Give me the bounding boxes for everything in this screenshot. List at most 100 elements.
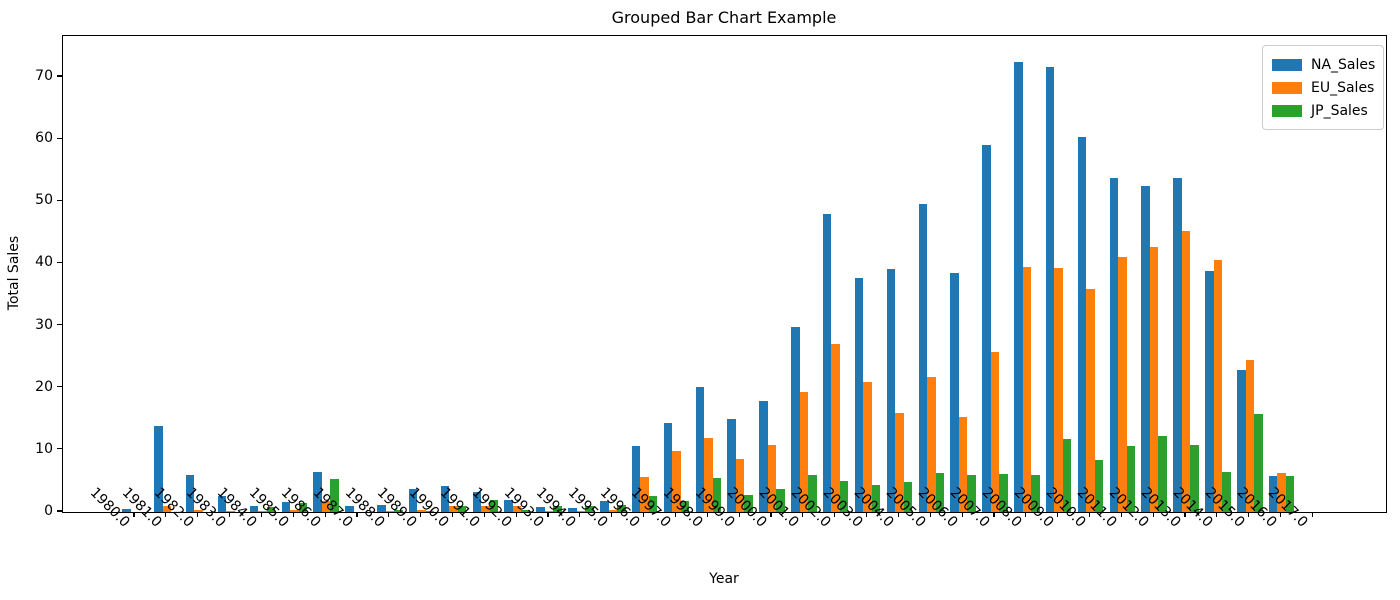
bar-1981.0-EU_Sales: [162, 506, 172, 512]
y-tick-label: 0: [44, 503, 53, 519]
bar-2012.0-JP_Sales: [1158, 435, 1167, 512]
legend-label: NA_Sales: [1311, 56, 1376, 73]
y-tick-mark: [57, 137, 62, 139]
legend-label: EU_Sales: [1311, 79, 1375, 96]
bar-1981.0-NA_Sales: [154, 425, 163, 512]
bar-1990.0-JP_Sales: [457, 506, 467, 512]
bar-1989.0-EU_Sales: [417, 509, 426, 512]
bar-1990.0-EU_Sales: [449, 506, 458, 512]
bar-1996.0-EU_Sales: [640, 476, 649, 512]
bar-1986.0-NA_Sales: [313, 472, 322, 512]
x-tick-mark: [706, 512, 708, 517]
bar-2006.0-JP_Sales: [967, 474, 976, 512]
bar-2001.0-EU_Sales: [799, 392, 809, 512]
bar-2007.0-EU_Sales: [990, 351, 1000, 512]
bar-1999.0-EU_Sales: [735, 458, 745, 512]
bar-2011.0-NA_Sales: [1109, 177, 1119, 512]
y-tick-mark: [57, 75, 62, 77]
x-tick-mark: [324, 512, 326, 517]
y-tick-mark: [57, 261, 62, 263]
bar-2013.0-JP_Sales: [1190, 444, 1199, 512]
plot-area: [62, 35, 1387, 513]
bar-2002.0-NA_Sales: [822, 214, 832, 512]
bar-2001.0-JP_Sales: [808, 474, 817, 512]
x-tick-mark: [420, 512, 422, 517]
x-tick-mark: [993, 512, 995, 517]
legend-item-na-sales: NA_Sales: [1272, 53, 1376, 76]
bar-1994.0-NA_Sales: [568, 508, 577, 512]
bar-2007.0-JP_Sales: [999, 474, 1008, 512]
bar-1993.0-JP_Sales: [553, 506, 562, 512]
x-tick-mark: [483, 512, 485, 517]
bar-2009.0-JP_Sales: [1062, 438, 1072, 512]
bar-1999.0-NA_Sales: [727, 419, 736, 512]
bar-2002.0-EU_Sales: [831, 344, 840, 512]
bar-2006.0-EU_Sales: [958, 416, 968, 512]
bar-2014.0-JP_Sales: [1222, 471, 1231, 512]
x-tick-mark: [611, 512, 613, 517]
bar-2011.0-EU_Sales: [1118, 256, 1127, 512]
bar-1992.0-EU_Sales: [512, 505, 522, 512]
bar-2015.0-EU_Sales: [1245, 359, 1254, 512]
bar-1999.0-JP_Sales: [744, 494, 753, 512]
bar-1984.0-NA_Sales: [249, 506, 259, 512]
x-tick-mark: [515, 512, 517, 517]
x-tick-mark: [1280, 512, 1282, 517]
y-tick-label: 70: [35, 68, 53, 84]
legend-label: JP_Sales: [1311, 102, 1368, 119]
bar-1994.0-JP_Sales: [585, 506, 594, 512]
bar-2012.0-EU_Sales: [1149, 246, 1159, 512]
bar-1990.0-NA_Sales: [440, 485, 450, 512]
x-tick-mark: [388, 512, 390, 517]
x-tick-mark: [834, 512, 836, 517]
bar-2005.0-JP_Sales: [935, 472, 944, 512]
bar-2016.0-NA_Sales: [1268, 475, 1278, 512]
bar-2003.0-JP_Sales: [871, 485, 881, 512]
bar-2015.0-JP_Sales: [1254, 413, 1263, 512]
bar-1998.0-JP_Sales: [712, 477, 722, 512]
bar-1991.0-NA_Sales: [472, 491, 482, 512]
x-tick-mark: [802, 512, 804, 517]
legend-item-jp-sales: JP_Sales: [1272, 99, 1373, 122]
x-tick-mark: [1120, 512, 1122, 517]
bar-2008.0-JP_Sales: [1031, 474, 1040, 512]
bar-2006.0-NA_Sales: [950, 273, 959, 512]
bar-2013.0-EU_Sales: [1181, 230, 1191, 512]
x-tick-mark: [1216, 512, 1218, 517]
bar-2004.0-NA_Sales: [886, 269, 896, 512]
bar-1985.0-NA_Sales: [281, 502, 290, 512]
bar-1996.0-NA_Sales: [631, 446, 641, 512]
bar-2010.0-JP_Sales: [1094, 459, 1104, 512]
bar-2008.0-EU_Sales: [1022, 266, 1032, 512]
bar-2000.0-JP_Sales: [776, 489, 785, 512]
bar-2008.0-NA_Sales: [1014, 62, 1023, 512]
bar-1989.0-NA_Sales: [408, 489, 418, 512]
bar-1998.0-EU_Sales: [704, 438, 713, 512]
x-tick-mark: [1057, 512, 1059, 517]
x-tick-mark: [165, 512, 167, 517]
bar-1980.0-NA_Sales: [122, 508, 131, 512]
bar-1984.0-EU_Sales: [258, 511, 267, 512]
bar-1983.0-NA_Sales: [217, 495, 227, 512]
x-tick-mark: [961, 512, 963, 517]
bar-2004.0-JP_Sales: [903, 482, 913, 512]
bar-1988.0-EU_Sales: [385, 510, 395, 512]
bar-2016.0-EU_Sales: [1277, 472, 1286, 512]
bar-2003.0-NA_Sales: [854, 277, 864, 512]
bar-1992.0-JP_Sales: [521, 509, 530, 512]
bar-2002.0-JP_Sales: [839, 480, 849, 512]
bar-2005.0-EU_Sales: [927, 376, 936, 512]
x-tick-mark: [292, 512, 294, 517]
x-tick-mark: [1025, 512, 1027, 517]
x-tick-mark: [133, 512, 135, 517]
x-tick-mark: [929, 512, 931, 517]
x-tick-mark: [1184, 512, 1186, 517]
legend-swatch-na-sales: [1272, 58, 1302, 71]
x-tick-mark: [260, 512, 262, 517]
x-tick-mark: [738, 512, 740, 517]
bar-1997.0-EU_Sales: [672, 451, 681, 512]
legend-item-eu-sales: EU_Sales: [1272, 76, 1375, 99]
x-tick-mark: [643, 512, 645, 517]
y-tick-mark: [57, 199, 62, 201]
